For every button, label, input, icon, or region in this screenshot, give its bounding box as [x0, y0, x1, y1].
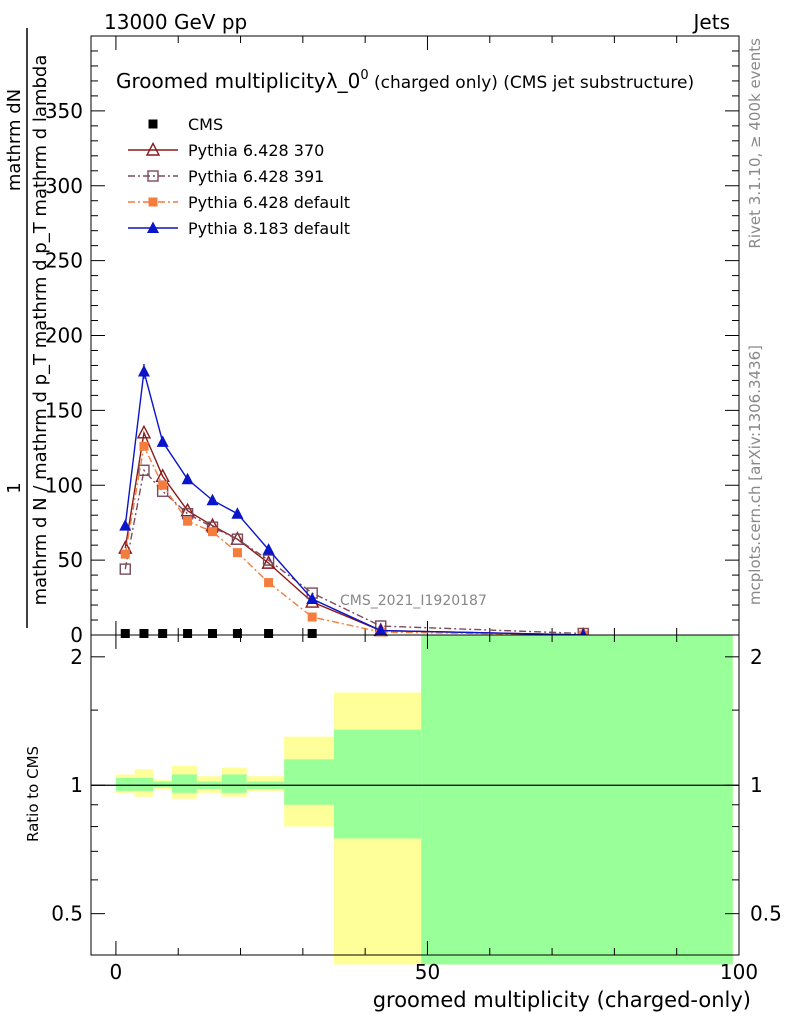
- data-point-cms: [120, 629, 130, 638]
- data-point-p8def: [231, 507, 244, 519]
- data-point-p6def: [139, 441, 149, 451]
- series-line-p6def: [124, 444, 584, 636]
- category-label: Jets: [692, 10, 730, 34]
- legend-entry-p8def: Pythia 8.183 default: [128, 219, 350, 238]
- legend-marker-p6def: [148, 197, 158, 207]
- ratio-bands: [115, 635, 733, 965]
- ratio-ytick-label: 0.5: [51, 902, 83, 926]
- ratio-ytick-label-right: 2: [750, 645, 763, 669]
- data-point-p370: [136, 424, 152, 439]
- chart-title: Groomed multiplicityλ_00 (charged only) …: [116, 68, 694, 93]
- xtick-label: 100: [720, 960, 758, 984]
- data-point-p8def: [119, 519, 132, 531]
- series-line-p8def: [124, 371, 584, 636]
- series-p8def: [119, 364, 590, 640]
- legend-marker-cms: [148, 119, 158, 129]
- data-point-p391: [231, 533, 244, 545]
- xaxis-label: groomed multiplicity (charged-only): [373, 988, 751, 1012]
- ratio-band-green: [115, 777, 135, 791]
- data-point-cms: [183, 629, 193, 638]
- ratio-band-green: [284, 759, 334, 805]
- data-point-p6def: [232, 548, 242, 558]
- series-p391: [119, 464, 589, 640]
- data-point-cms: [307, 629, 317, 638]
- legend-marker-p391: [147, 170, 159, 182]
- ytick-label: 150: [45, 398, 83, 422]
- data-point-p6def: [264, 578, 274, 588]
- ratio-plot-frame: [90, 634, 740, 956]
- legend-label-p391: Pythia 6.428 391: [188, 167, 324, 186]
- ytick-label: 100: [45, 473, 83, 497]
- main-ylabel: 1 mathrm dN mathrm d N / mathrm d p_T ma…: [4, 28, 51, 628]
- data-point-p8def: [262, 543, 275, 555]
- legend-entry-p6def: Pythia 6.428 default: [128, 193, 350, 212]
- data-point-cms: [158, 629, 168, 638]
- data-point-p6def: [120, 549, 130, 559]
- ratio-band-green: [172, 774, 197, 793]
- title-main: Groomed multiplicityλ_0: [116, 69, 360, 93]
- data-point-p8def: [306, 592, 319, 605]
- data-point-cms: [232, 629, 242, 638]
- xtick-label: 50: [415, 960, 440, 984]
- ytick-label: 200: [45, 324, 83, 348]
- ytick-label: 300: [45, 174, 83, 198]
- ratio-axis-ticks: 0.5 0.5 1 1 2 2 0 50 100: [51, 635, 782, 984]
- title-sup: 0: [360, 68, 368, 83]
- legend: CMS Pythia 6.428 370 Pythia 6.428 391 Pythi…: [128, 115, 350, 238]
- energy-label: 13000 GeV pp: [104, 10, 247, 34]
- legend-entry-cms: CMS: [148, 115, 223, 134]
- ratio-band-green: [153, 781, 172, 788]
- ratio-band-green: [221, 774, 247, 793]
- legend-label-p8def: Pythia 8.183 default: [188, 219, 350, 238]
- watermark: CMS_2021_I1920187: [340, 593, 487, 609]
- ratio-ylabel: Ratio to CMS: [24, 746, 42, 842]
- ratio-band-green: [421, 635, 733, 965]
- mcplots-label: mcplots.cern.ch [arXiv:1306.3436]: [746, 345, 764, 605]
- ratio-band-green: [134, 777, 154, 791]
- title-suffix: (charged only) (CMS jet substructure): [369, 73, 695, 93]
- main-axis-ticks: 0 50 100 150 200 250 300 350: [45, 36, 740, 647]
- ytick-label: 0: [70, 623, 83, 647]
- data-point-p8def: [374, 624, 387, 636]
- data-point-p8def: [181, 472, 194, 485]
- data-point-p6def: [208, 527, 217, 537]
- data-point-cms: [139, 629, 149, 638]
- ytick-label: 50: [58, 548, 83, 572]
- ratio-ytick-label-right: 0.5: [750, 902, 782, 926]
- series-p6def: [120, 441, 588, 640]
- ratio-ytick-label: 2: [70, 645, 83, 669]
- ytick-label: 350: [45, 99, 83, 123]
- data-point-p6def: [183, 516, 193, 526]
- legend-marker-p8def: [147, 221, 159, 233]
- legend-label-p370: Pythia 6.428 370: [188, 141, 324, 160]
- ylabel-numerator-dn: mathrm dN: [4, 89, 25, 191]
- legend-marker-p370: [145, 141, 161, 156]
- legend-entry-p391: Pythia 6.428 391: [128, 167, 324, 186]
- ylabel-denominator: mathrm d N / mathrm d p_T mathrm d p_T m…: [30, 55, 51, 606]
- data-point-p370: [180, 502, 195, 517]
- series-line-p391: [124, 468, 584, 635]
- legend-entry-p370: Pythia 6.428 370: [128, 141, 324, 160]
- ratio-ytick-label-right: 1: [750, 773, 763, 797]
- rivet-label: Rivet 3.1.10, ≥ 400k events: [746, 38, 764, 249]
- legend-label-p6def: Pythia 6.428 default: [188, 193, 350, 212]
- data-point-p6def: [158, 480, 168, 490]
- series-cms: [120, 629, 317, 638]
- data-point-p391: [262, 554, 275, 566]
- data-point-p8def: [206, 493, 219, 506]
- ratio-band-green: [334, 729, 422, 839]
- data-point-cms: [208, 629, 217, 638]
- legend-label-cms: CMS: [188, 115, 223, 134]
- data-point-p8def: [156, 435, 169, 447]
- data-point-cms: [264, 629, 274, 638]
- xtick-label: 0: [110, 960, 123, 984]
- data-point-p391: [119, 563, 131, 575]
- data-point-p6def: [307, 612, 317, 622]
- ratio-ytick-label: 1: [70, 773, 83, 797]
- ytick-label: 250: [45, 249, 83, 273]
- ylabel-numerator-one: 1: [4, 482, 25, 493]
- series-line-p370: [124, 430, 584, 636]
- data-point-p391: [138, 464, 150, 476]
